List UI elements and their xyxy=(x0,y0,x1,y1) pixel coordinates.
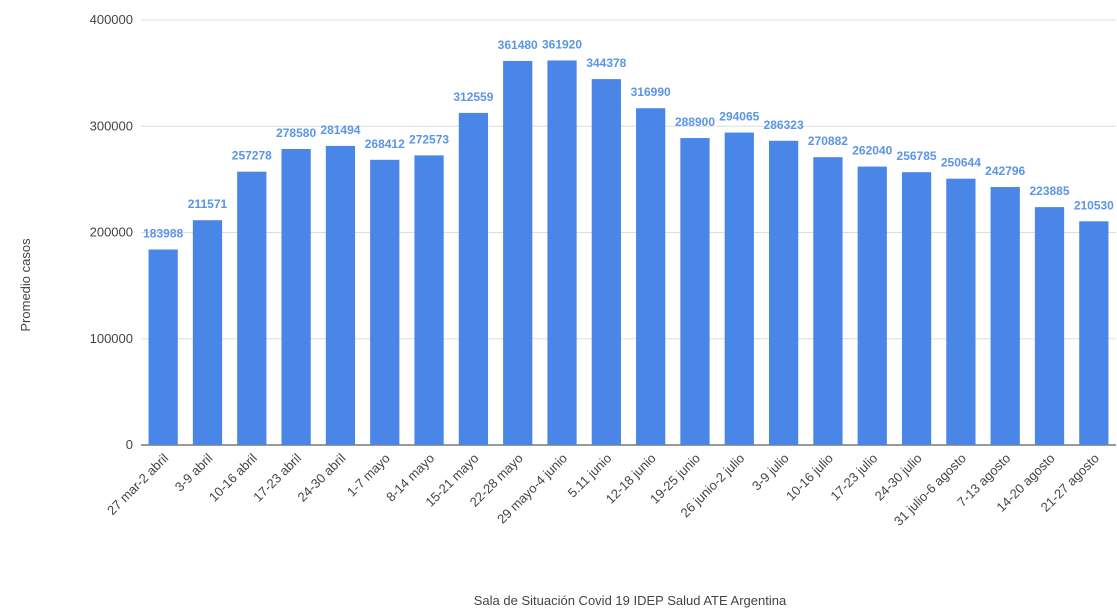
bar xyxy=(857,166,887,445)
y-tick-label: 300000 xyxy=(90,118,133,133)
value-label: 270882 xyxy=(808,134,848,148)
x-tick-label: 17-23 julio xyxy=(827,451,880,504)
bar xyxy=(990,187,1020,446)
bar xyxy=(1079,221,1109,445)
bar xyxy=(414,155,444,446)
bar xyxy=(901,172,932,445)
bar xyxy=(946,178,976,446)
y-axis-label: Promedio casos xyxy=(18,238,33,332)
value-label: 257278 xyxy=(232,149,272,163)
bar xyxy=(636,108,666,446)
value-label: 361480 xyxy=(498,38,538,52)
bar xyxy=(148,249,178,445)
x-tick-label: 3-9 abril xyxy=(172,450,216,494)
value-label: 294065 xyxy=(719,110,759,124)
value-label: 183988 xyxy=(143,227,183,241)
bar xyxy=(325,145,356,445)
value-label: 288900 xyxy=(675,115,715,129)
bar xyxy=(1034,207,1065,445)
bar xyxy=(370,159,400,445)
value-label: 344378 xyxy=(586,56,626,70)
bar xyxy=(591,79,621,445)
bar xyxy=(237,171,267,445)
bar xyxy=(724,132,754,445)
bar xyxy=(547,60,577,446)
value-label: 211571 xyxy=(188,197,228,211)
x-tick-label: 27 mar-2 abril xyxy=(104,450,171,517)
value-label: 210530 xyxy=(1074,198,1114,212)
value-label: 223885 xyxy=(1029,184,1069,198)
value-label: 250644 xyxy=(941,156,981,170)
y-tick-label: 0 xyxy=(126,437,133,452)
x-tick-label: 10-16 julio xyxy=(783,451,836,504)
value-label: 316990 xyxy=(631,85,671,99)
bar xyxy=(813,157,843,446)
value-label: 262040 xyxy=(852,144,892,158)
bar xyxy=(192,220,223,445)
y-tick-label: 400000 xyxy=(90,12,133,27)
value-label: 312559 xyxy=(453,90,493,104)
x-axis-label: Sala de Situación Covid 19 IDEP Salud AT… xyxy=(474,593,787,608)
value-label: 256785 xyxy=(897,149,937,163)
value-label: 361920 xyxy=(542,37,582,51)
bar xyxy=(281,149,311,446)
bar xyxy=(768,140,799,446)
bar xyxy=(458,112,489,445)
x-tick-label: 24-30 abril xyxy=(295,450,349,504)
y-tick-label: 200000 xyxy=(90,225,133,240)
value-label: 281494 xyxy=(320,123,360,137)
value-label: 278580 xyxy=(276,126,316,140)
x-tick-label: 3-9 julio xyxy=(749,451,792,494)
bar xyxy=(680,138,710,445)
value-label: 268412 xyxy=(365,137,405,151)
bar xyxy=(503,60,533,446)
value-label: 242796 xyxy=(985,164,1025,178)
y-tick-label: 100000 xyxy=(90,331,133,346)
value-label: 272573 xyxy=(409,132,449,146)
value-label: 286323 xyxy=(764,118,804,132)
